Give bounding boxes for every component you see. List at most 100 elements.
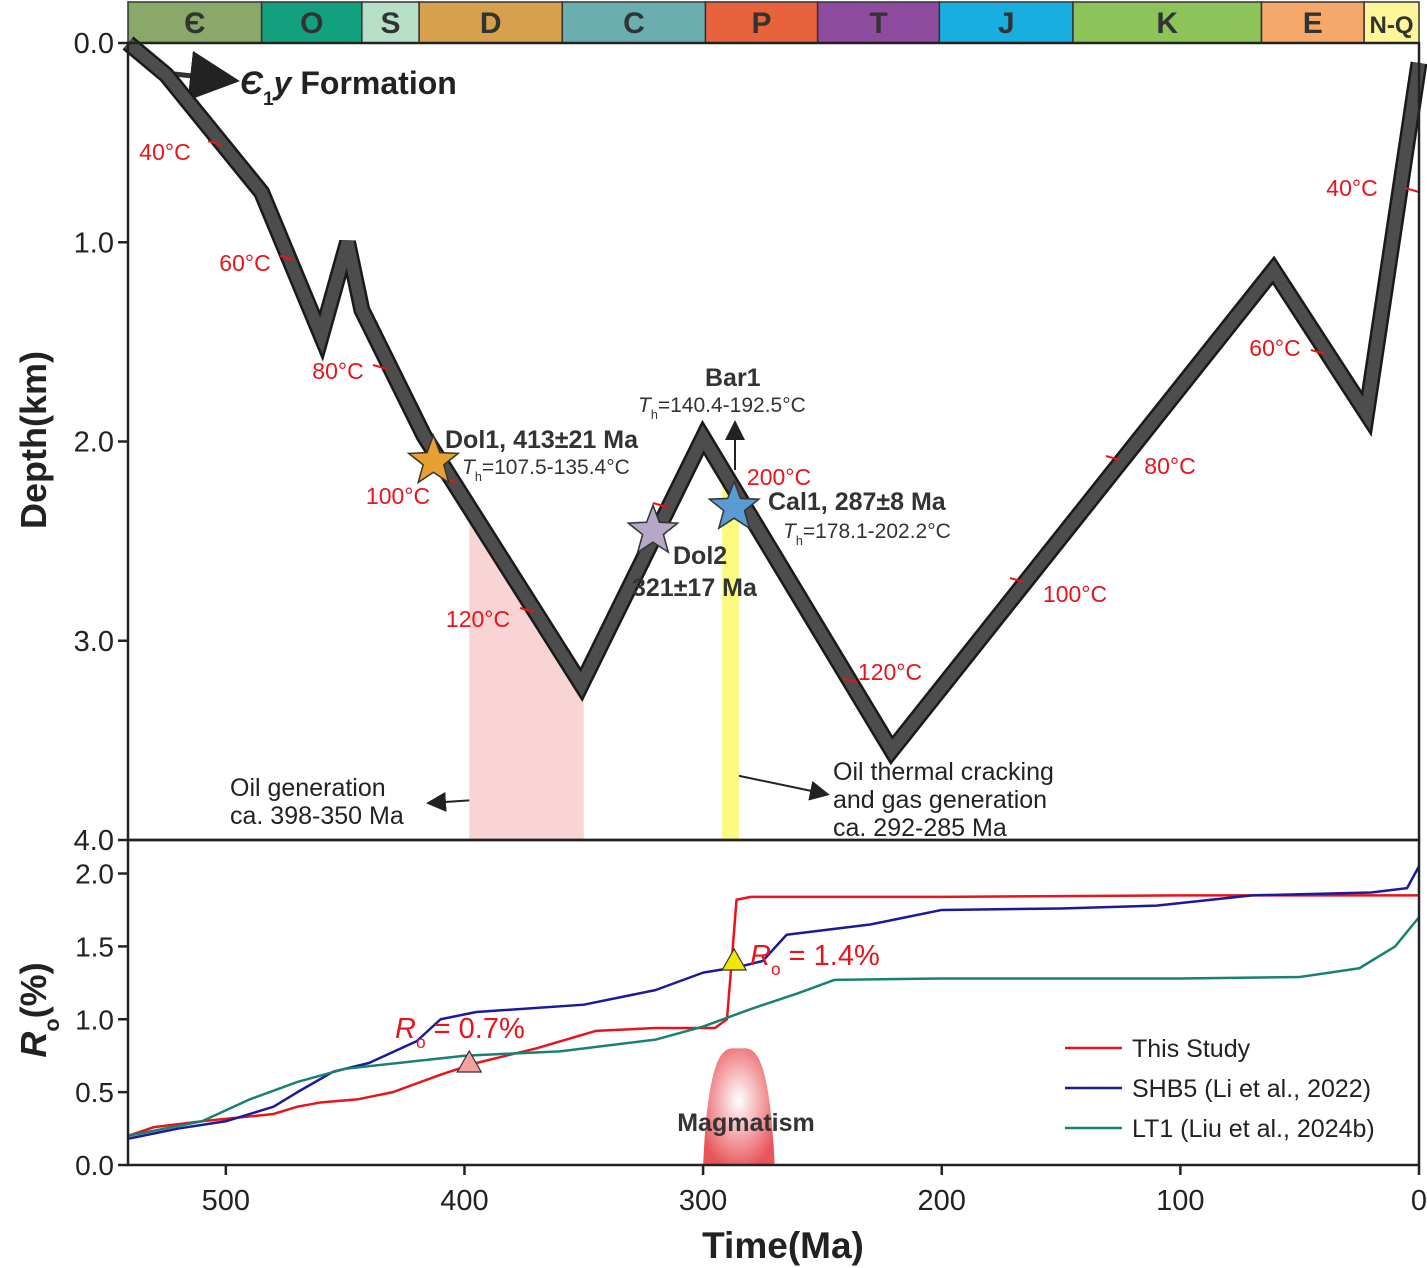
period-label: O [300,7,323,40]
isotherm-label: 100°C [366,483,430,509]
isotherm-tick [652,502,668,508]
sample-th-part: =107.5-135.4°C [482,456,630,479]
annotation-th-part: =140.4-192.5°C [658,394,806,417]
magmatism [703,1048,775,1165]
y-tick-label: 0.0 [74,28,114,60]
period-label: J [998,7,1015,40]
ro-marker-label-part: = 1.4% [781,940,880,972]
isotherm-label: 120°C [858,659,922,685]
sample-label: Dol1, 413±21 Ma [445,426,639,454]
isotherm-tick [1404,187,1420,193]
sample-th: Th=107.5-135.4°C [462,456,630,484]
window-arrow [734,774,830,801]
formation-label-part: y [272,65,294,101]
formation-label: Є1y Formation [240,65,457,110]
isotherm-tick [279,255,295,261]
sample-star [406,433,461,485]
isotherm-label: 80°C [1144,453,1195,479]
burial-curve [124,38,1425,761]
window-arrow [426,791,476,812]
time-window [469,507,584,840]
isotherm-tick [1009,577,1025,583]
sample-label: 321±17 Ma [632,574,758,602]
isotherm-tick [1310,349,1326,355]
period-label: K [1156,7,1178,40]
sample-label: Cal1, 287±8 Ma [768,488,947,516]
isotherm-tick [842,677,858,683]
isotherm-label: 40°C [139,139,190,165]
window-label: Oil generation [230,774,386,802]
isotherm-label: 60°C [219,250,270,276]
annotation-th-part: h [651,408,658,422]
y-axis-label: Ro(%) [13,962,64,1057]
x-tick-label: 400 [440,1185,488,1217]
formation-arrow [173,50,240,101]
isotherm-tick [207,140,223,146]
period-box [1260,1,1365,44]
period-label: P [752,7,772,40]
ro-line [127,894,1419,1138]
isotherm-label: 100°C [1043,581,1107,607]
isotherm-label: 80°C [312,358,363,384]
x-tick-label: 500 [202,1185,250,1217]
period-box [1363,1,1420,44]
y-tick-label: 0.0 [75,1150,114,1181]
legend-label: SHB5 (Li et al., 2022) [1132,1075,1371,1103]
x-tick-label: 300 [679,1185,727,1217]
formation-label-part: 1 [263,89,274,110]
ro-marker-label-part: o [416,1032,426,1052]
legend-label: This Study [1132,1035,1251,1063]
x-tick-label: 200 [918,1185,966,1217]
formation-label-part: Є [240,65,264,101]
y-tick-label: 4.0 [74,825,114,857]
legend-label: LT1 (Liu et al., 2024b) [1132,1115,1375,1143]
isotherm-label: 120°C [446,606,510,632]
window-label: ca. 398-350 Ma [230,802,404,830]
isotherm-label: 200°C [747,464,811,490]
sample-th-part: h [475,470,482,484]
ro-marker-label-part: R [395,1013,416,1045]
y-tick-label: 1.0 [74,227,114,259]
sample-th-part: T [783,520,798,543]
magmatism-label: Magmatism [677,1109,815,1137]
y-tick-label: 2.0 [74,427,114,459]
window-label: Oil thermal cracking [833,758,1054,786]
period-label: C [623,7,645,40]
x-tick-label: 0 [1411,1185,1427,1217]
ro-marker-label-part: o [771,959,781,979]
ro-marker-label-part: R [750,940,771,972]
ro-marker-label-part: = 0.7% [426,1013,525,1045]
isotherm-tick [1105,455,1121,461]
period-label: S [380,7,400,40]
y-tick-label: 0.5 [75,1077,114,1108]
window-label: ca. 292-285 Ma [833,814,1007,842]
sample-label: Dol2 [673,542,727,570]
period-label: D [480,7,502,40]
annotation-label: Bar1 [705,364,761,392]
y-tick-label: 1.0 [75,1004,114,1035]
x-tick-label: 100 [1156,1185,1204,1217]
period-label: N-Q [1370,12,1414,39]
ro-line [127,865,1421,1140]
time-window [722,469,739,840]
ro-line [127,916,1420,1138]
y-tick-label: 1.5 [75,931,114,962]
y-tick-label: 3.0 [74,626,114,658]
y-axis-label-part: R [13,1032,54,1058]
ro-marker-label: Ro = 0.7% [395,1013,525,1052]
period-label: E [1303,7,1323,40]
x-axis-label: Time(Ma) [702,1225,864,1266]
sample-th-part: h [796,534,803,548]
sample-th-part: =178.1-202.2°C [803,520,951,543]
ro-marker [456,1049,483,1073]
annotation-th: Th=140.4-192.5°C [638,394,806,422]
isotherm-tick [519,607,535,613]
window-label: and gas generation [833,786,1047,814]
sample-th-part: T [462,456,477,479]
isotherm-label: 60°C [1249,335,1300,361]
sample-star [626,503,680,554]
ro-marker [721,947,748,971]
period-label: T [869,7,887,40]
plot-frame [126,41,1421,842]
